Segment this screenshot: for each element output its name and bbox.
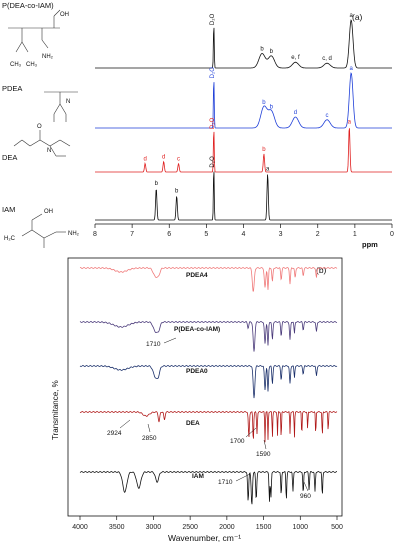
- structure-drawing-dea: [13, 130, 71, 157]
- structure-name-pdea: PDEA: [2, 84, 22, 93]
- nmr-x-axis-label: ppm: [362, 240, 378, 249]
- nmr-x-tick-label-3: 5: [204, 231, 208, 238]
- ftir-arrow-1590: [263, 439, 267, 450]
- ftir-trace-2: [79, 365, 338, 399]
- nmr-x-ticks: 8 7 6 5 4 3 2 1 0: [93, 224, 394, 238]
- ftir-trace-1: [79, 321, 338, 352]
- nmr-trace-0: [95, 19, 392, 69]
- ftir-annotation-1590: 1590: [256, 451, 271, 458]
- nmr-peak-label-0-2: b: [270, 49, 274, 55]
- structure-drawing-iam: [21, 213, 66, 248]
- nmr-x-tick-label-7: 1: [353, 231, 357, 238]
- ftir-annotations: 1710 2924 2850 1700 1590 1710 960: [107, 337, 311, 500]
- nmr-x-tick-label-5: 3: [279, 231, 283, 238]
- ftir-x-axis-label: Wavenumber, cm⁻¹: [168, 533, 241, 543]
- structure-drawing-pdea: [44, 91, 78, 122]
- iam-nh2-glyph: NH₂: [68, 231, 80, 237]
- nmr-peak-label-0-5: a: [349, 13, 353, 19]
- nmr-peak-label-3-0: b: [155, 181, 159, 187]
- nmr-peak-label-2-3: D₂O: [210, 117, 216, 129]
- ftir-label-pdea4: PDEA4: [186, 272, 208, 279]
- nmr-peak-label-1-1: b: [262, 100, 266, 106]
- structure-name-iam: IAM: [2, 205, 15, 214]
- nmr-trace-3: [95, 171, 392, 221]
- ftir-trace-3: [79, 411, 338, 443]
- iam-h2c-glyph: H₂C: [4, 236, 16, 242]
- ftir-arrow-1710-copolymer: [163, 337, 177, 344]
- nmr-peak-label-2-5: a: [348, 119, 352, 125]
- nmr-peak-label-1-0: D₂O: [210, 67, 216, 79]
- ftir-annotation-960: 960: [300, 493, 311, 500]
- structure-name-copolymer: P(DEA-co-IAM): [2, 1, 54, 10]
- ftir-annotation-1710-iam: 1710: [218, 479, 233, 486]
- nmr-panel-label: (a): [352, 12, 363, 22]
- copolymer-ch3-glyph-1: CH₃: [10, 62, 22, 68]
- ftir-x-tick-label-7: 500: [331, 524, 343, 531]
- ftir-x-ticks: 4000 3500 3000 2500 2000 1500 1000 500: [72, 516, 343, 531]
- nmr-peak-label-0-3: e, f: [291, 55, 300, 61]
- nmr-peak-label-0-4: c, d: [322, 56, 332, 62]
- nmr-x-tick-label-0: 8: [93, 231, 97, 238]
- ftir-arrow-1710-iam: [235, 473, 251, 482]
- nmr-peak-label-2-1: d: [162, 154, 165, 160]
- nmr-x-tick-label-6: 2: [316, 231, 320, 238]
- ftir-annotation-2850: 2850: [142, 435, 157, 442]
- ftir-frame: [67, 257, 343, 517]
- structure-drawing-copolymer: [8, 9, 61, 53]
- nmr-peak-label-1-3: d: [294, 110, 297, 116]
- ftir-x-tick-label-1: 3500: [109, 524, 125, 531]
- ftir-y-axis-label: Transmitance, %: [51, 380, 60, 440]
- ftir-annotation-2924: 2924: [107, 430, 122, 437]
- ftir-panel: (b) PDEA4 P(DEA-co-IAM) PDEA0 DEA IAM 17…: [51, 257, 343, 543]
- ftir-x-tick-label-2: 3000: [146, 524, 162, 531]
- nmr-x-tick-label-8: 0: [390, 231, 394, 238]
- nmr-peak-label-2-4: b: [262, 147, 266, 153]
- nmr-peak-label-1-5: a: [349, 66, 353, 72]
- nmr-peak-label-2-0: d: [143, 156, 146, 162]
- nmr-panel: (a) P(DEA-co-IAM) PDEA DEA IAM OH NH₂ CH…: [2, 1, 394, 249]
- nmr-x-tick-label-4: 4: [242, 231, 246, 238]
- ftir-panel-label: (b): [316, 265, 327, 275]
- nmr-x-tick-label-1: 7: [130, 231, 134, 238]
- ftir-x-tick-label-5: 1500: [256, 524, 272, 531]
- ftir-arrow-1700: [245, 427, 257, 438]
- ftir-x-tick-label-0: 4000: [72, 524, 88, 531]
- ftir-label-dea: DEA: [186, 420, 200, 427]
- ftir-x-tick-label-3: 2500: [182, 524, 198, 531]
- structure-name-dea: DEA: [2, 153, 17, 162]
- ftir-annotation-1700: 1700: [230, 438, 245, 445]
- nmr-peak-label-0-1: b: [260, 47, 264, 53]
- nmr-trace-1: [95, 72, 392, 129]
- iam-oh-glyph: OH: [44, 209, 53, 215]
- ftir-x-tick-label-4: 2000: [219, 524, 235, 531]
- ftir-trace-4: [79, 471, 337, 505]
- ftir-arrow-2850: [147, 423, 151, 433]
- nmr-peak-label-2-2: c: [177, 156, 180, 162]
- pdea-n-glyph: N: [66, 99, 70, 105]
- nmr-peak-label-3-3: a: [266, 167, 270, 173]
- ftir-annotation-1710-copolymer: 1710: [146, 341, 161, 348]
- nmr-peak-label-1-2: b: [270, 105, 274, 111]
- nmr-peak-label-3-2: D₂O: [210, 156, 216, 168]
- ftir-traces-group: [79, 267, 338, 505]
- ftir-trace-0: [79, 267, 338, 292]
- ftir-arrow-960: [303, 481, 309, 492]
- nmr-x-tick-label-2: 6: [167, 231, 171, 238]
- copolymer-oh-glyph: OH: [60, 12, 69, 18]
- ftir-label-copolymer: P(DEA-co-IAM): [174, 326, 220, 333]
- nmr-peak-label-3-1: b: [175, 189, 179, 195]
- ftir-label-iam: IAM: [192, 473, 204, 480]
- ftir-label-pdea0: PDEA0: [186, 368, 208, 375]
- copolymer-nh2-glyph: NH₂: [42, 54, 54, 60]
- ftir-x-tick-label-6: 1000: [292, 524, 308, 531]
- dea-n-glyph: N: [47, 148, 51, 154]
- nmr-peak-label-1-4: c: [326, 113, 329, 119]
- dea-o-glyph: O: [37, 124, 42, 130]
- copolymer-ch3-glyph-2: CH₃: [26, 62, 38, 68]
- nmr-peak-label-0-0: D₂O: [210, 13, 216, 25]
- ftir-arrow-2924: [119, 419, 131, 429]
- nmr-trace-2: [95, 128, 392, 173]
